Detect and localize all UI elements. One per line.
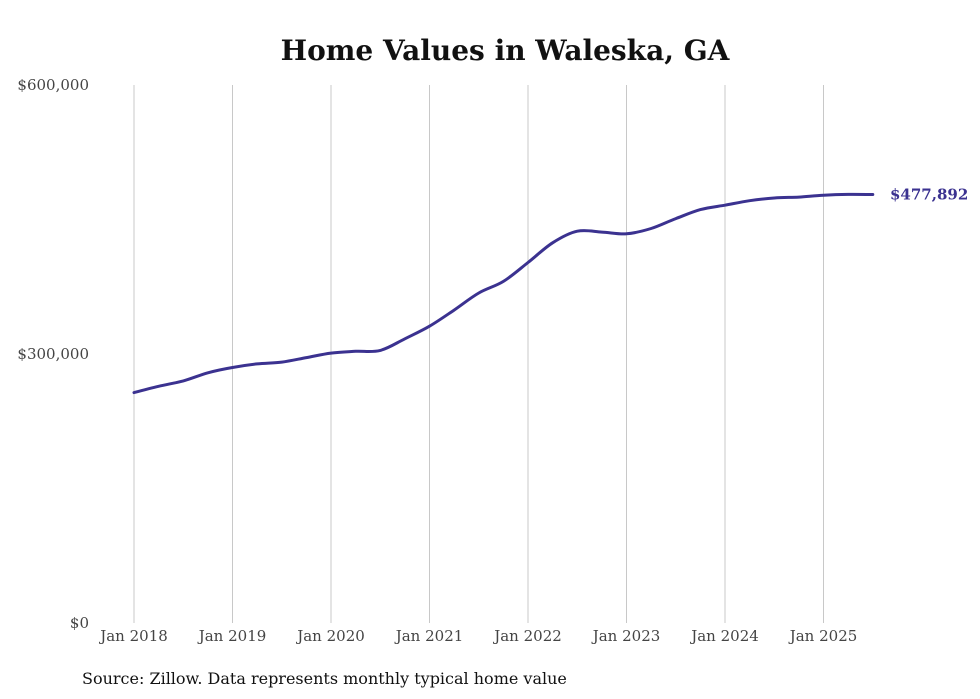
series-group [132, 192, 875, 395]
x-tick-label: Jan 2025 [788, 627, 858, 645]
x-tick-label: Jan 2018 [98, 627, 168, 645]
source-note: Source: Zillow. Data represents monthly … [82, 669, 567, 688]
y-tick-label: $600,000 [17, 76, 89, 94]
home-value-line [132, 192, 875, 395]
x-tick-label: Jan 2021 [394, 627, 464, 645]
x-tick-label: Jan 2020 [295, 627, 365, 645]
x-tick-label: Jan 2019 [197, 627, 267, 645]
vertical-gridlines [133, 85, 824, 623]
y-axis-ticks: $0 $300,000 $600,000 [17, 76, 89, 632]
chart-title: Home Values in Waleska, GA [281, 34, 731, 67]
x-tick-label: Jan 2023 [591, 627, 661, 645]
x-tick-label: Jan 2024 [689, 627, 759, 645]
y-tick-label: $0 [70, 614, 89, 632]
y-tick-label: $300,000 [17, 345, 89, 363]
end-value-label: $477,892 [890, 186, 968, 204]
x-tick-label: Jan 2022 [492, 627, 562, 645]
x-axis-ticks: Jan 2018 Jan 2019 Jan 2020 Jan 2021 Jan 2022… [98, 627, 857, 645]
